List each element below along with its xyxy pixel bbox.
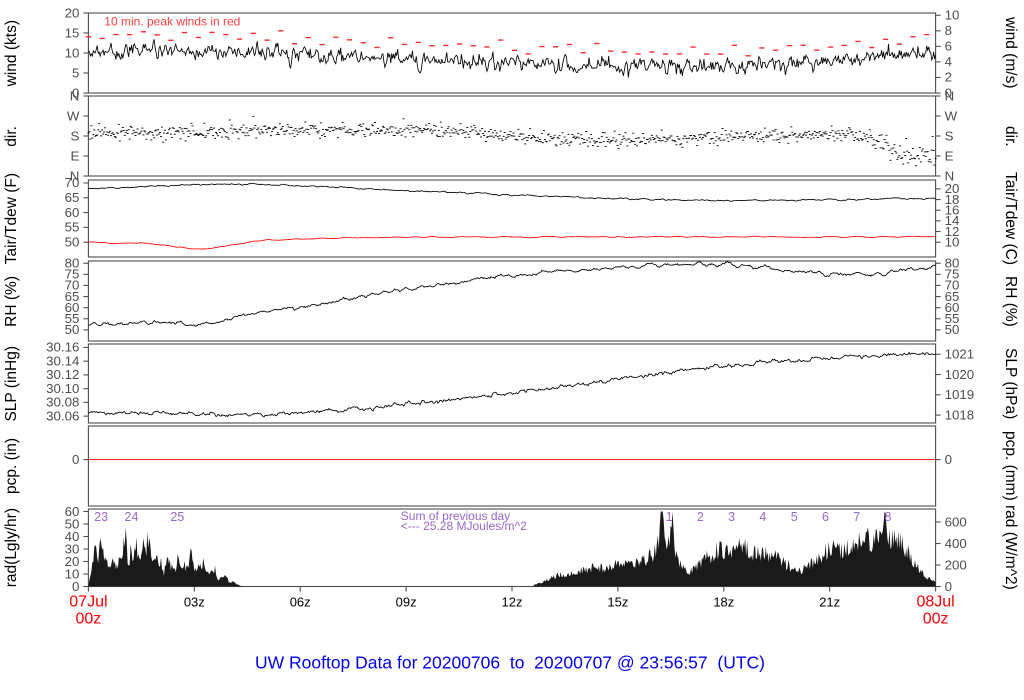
svg-text:30.12: 30.12 bbox=[46, 367, 79, 382]
svg-text:15: 15 bbox=[65, 25, 80, 40]
svg-text:1018: 1018 bbox=[945, 407, 975, 422]
svg-text:20: 20 bbox=[945, 181, 960, 196]
svg-text:2: 2 bbox=[945, 70, 952, 85]
svg-text:0: 0 bbox=[945, 452, 952, 467]
svg-text:30.06: 30.06 bbox=[46, 408, 79, 423]
svg-text:6: 6 bbox=[945, 39, 952, 54]
svg-text:55: 55 bbox=[65, 220, 80, 235]
svg-text:0: 0 bbox=[72, 452, 79, 467]
svg-text:80: 80 bbox=[65, 255, 80, 270]
svg-text:600: 600 bbox=[945, 514, 967, 529]
svg-text:200: 200 bbox=[945, 557, 967, 572]
svg-text:5: 5 bbox=[791, 510, 798, 524]
svg-text:W: W bbox=[67, 108, 80, 123]
svg-text:60: 60 bbox=[65, 504, 80, 519]
svg-text:1: 1 bbox=[666, 510, 673, 524]
svg-text:400: 400 bbox=[945, 536, 967, 551]
svg-text:S: S bbox=[945, 128, 954, 143]
svg-text:0: 0 bbox=[945, 579, 952, 594]
svg-text:E: E bbox=[945, 148, 954, 163]
svg-text:60: 60 bbox=[65, 205, 80, 220]
svg-text:1019: 1019 bbox=[945, 387, 975, 402]
svg-text:06z: 06z bbox=[290, 595, 311, 610]
svg-text:12z: 12z bbox=[502, 595, 523, 610]
svg-text:10: 10 bbox=[65, 45, 80, 60]
svg-text:8: 8 bbox=[885, 510, 892, 524]
svg-text:09z: 09z bbox=[396, 595, 417, 610]
svg-text:30.16: 30.16 bbox=[46, 340, 79, 355]
svg-text:20: 20 bbox=[65, 5, 80, 20]
svg-text:7: 7 bbox=[853, 510, 860, 524]
svg-text:3: 3 bbox=[728, 510, 735, 524]
svg-text:50: 50 bbox=[65, 234, 80, 249]
svg-text:15z: 15z bbox=[607, 595, 628, 610]
svg-text:30.14: 30.14 bbox=[46, 353, 79, 368]
svg-text:<--- 25.28 MJoules/m^2: <--- 25.28 MJoules/m^2 bbox=[401, 519, 527, 533]
svg-text:07Jul: 07Jul bbox=[69, 594, 107, 611]
svg-text:10 min. peak winds in red: 10 min. peak winds in red bbox=[104, 14, 240, 28]
svg-text:UW Rooftop Data for 20200706: UW Rooftop Data for 20200706 to 20200707… bbox=[255, 653, 765, 673]
svg-text:E: E bbox=[71, 148, 80, 163]
svg-text:30.08: 30.08 bbox=[46, 395, 79, 410]
svg-text:1020: 1020 bbox=[945, 367, 975, 382]
svg-text:25: 25 bbox=[170, 510, 184, 524]
svg-text:30.10: 30.10 bbox=[46, 381, 79, 396]
svg-text:4: 4 bbox=[945, 54, 952, 69]
svg-text:S: S bbox=[71, 128, 80, 143]
svg-text:65: 65 bbox=[65, 190, 80, 205]
svg-text:00z: 00z bbox=[76, 611, 102, 628]
svg-text:5: 5 bbox=[72, 65, 79, 80]
svg-text:10: 10 bbox=[945, 8, 960, 23]
svg-text:70: 70 bbox=[65, 175, 80, 190]
svg-text:8: 8 bbox=[945, 23, 952, 38]
svg-text:00z: 00z bbox=[923, 611, 949, 628]
svg-text:21z: 21z bbox=[819, 595, 840, 610]
svg-text:4: 4 bbox=[759, 510, 766, 524]
svg-text:W: W bbox=[945, 108, 958, 123]
svg-text:N: N bbox=[945, 88, 955, 103]
svg-text:2: 2 bbox=[697, 510, 704, 524]
svg-text:24: 24 bbox=[125, 510, 139, 524]
svg-text:08Jul: 08Jul bbox=[916, 594, 954, 611]
svg-text:03z: 03z bbox=[184, 595, 205, 610]
svg-text:1021: 1021 bbox=[945, 346, 975, 361]
svg-text:23: 23 bbox=[94, 510, 108, 524]
svg-text:18z: 18z bbox=[713, 595, 734, 610]
svg-text:80: 80 bbox=[945, 255, 960, 270]
svg-text:N: N bbox=[70, 88, 80, 103]
svg-text:6: 6 bbox=[822, 510, 829, 524]
